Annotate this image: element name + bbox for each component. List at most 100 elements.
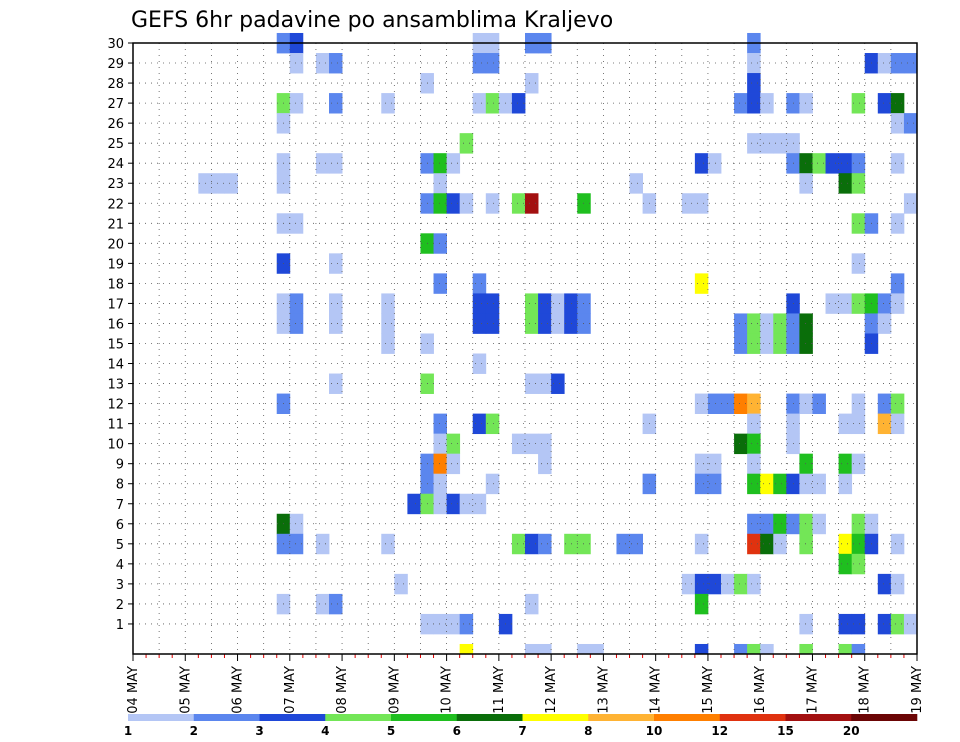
cell [851,413,866,435]
cell [538,293,552,314]
cell [799,93,813,114]
y-tick-label: 15 [107,337,124,352]
cell [890,573,905,595]
legend-label: 12 [711,724,728,738]
cell [590,643,604,655]
cell [747,413,761,435]
cell [838,413,853,435]
cell [472,93,487,114]
cell [485,313,500,334]
cell [747,473,761,495]
cell [551,313,565,334]
cell [329,53,343,74]
cell [525,293,539,314]
cell [525,433,539,455]
legend-label: 8 [584,724,592,738]
cell [707,573,722,595]
y-tick-label: 5 [116,538,124,553]
cell [616,533,630,555]
cell [694,453,709,475]
cell [446,433,461,455]
x-tick-label: 05 MAY [178,666,193,714]
y-tick-label: 9 [116,458,124,473]
legend-swatch [128,714,195,721]
cell [459,613,474,635]
cell [747,533,761,555]
cell [694,473,709,495]
cell [877,93,892,114]
cell [381,333,395,354]
cell [707,153,722,174]
cell [747,643,761,655]
cell [315,53,330,74]
cell [315,533,330,555]
cell [433,473,447,495]
cell [851,93,866,114]
cell [629,173,643,194]
cell [851,553,866,575]
cell [289,213,304,234]
x-tick-label: 10 MAY [440,666,455,714]
cell [851,153,866,174]
cell [877,53,892,74]
cell [485,93,500,114]
legend-label: 4 [321,724,329,738]
cell [329,313,343,334]
cell [485,293,500,314]
x-axis: 04 MAY 05 MAY 06 MAY 07 MAY 08 MAY 09 MAY 10 M… [126,654,925,714]
cell [329,593,343,615]
cell [459,643,474,655]
cell [485,53,500,74]
cell [707,393,722,414]
cell [551,293,565,314]
cell [485,413,500,435]
cell [525,313,539,334]
cell [381,313,395,334]
cell [694,573,709,595]
cell [433,413,447,435]
cell [694,533,709,555]
y-axis: 1234567891011121314151617181920212223242… [107,37,133,633]
cell [877,573,892,595]
cell [890,93,905,114]
y-tick-label: 20 [107,237,124,252]
cell [747,53,761,74]
cell [551,373,565,394]
cell [329,93,343,114]
cell [629,533,643,555]
legend-swatch [193,714,260,721]
y-tick-label: 2 [116,598,124,613]
cell [799,513,813,535]
cell [459,193,474,214]
cell [773,473,787,495]
legend-label: 10 [646,724,663,738]
legend-label: 5 [387,724,395,738]
cell [485,193,500,214]
legend-label: 2 [190,724,198,738]
cell [890,613,905,635]
cell [433,433,447,455]
cell [890,533,905,555]
cell [289,53,304,74]
cell [838,533,853,555]
cell [289,533,304,555]
legend-label: 7 [518,724,526,738]
cell [760,133,774,154]
cell [877,393,892,414]
cell [825,293,839,314]
cell [564,533,578,555]
cell [851,453,866,475]
cell [890,393,905,414]
cell [459,133,474,154]
cell [760,313,774,334]
cell [747,133,761,154]
cell [694,153,709,174]
cell [760,533,774,555]
cell [812,153,826,174]
y-tick-label: 16 [107,317,124,332]
cell [472,353,487,374]
cell [734,573,748,595]
cell [577,643,591,655]
cell [329,373,343,394]
cell [511,193,526,214]
